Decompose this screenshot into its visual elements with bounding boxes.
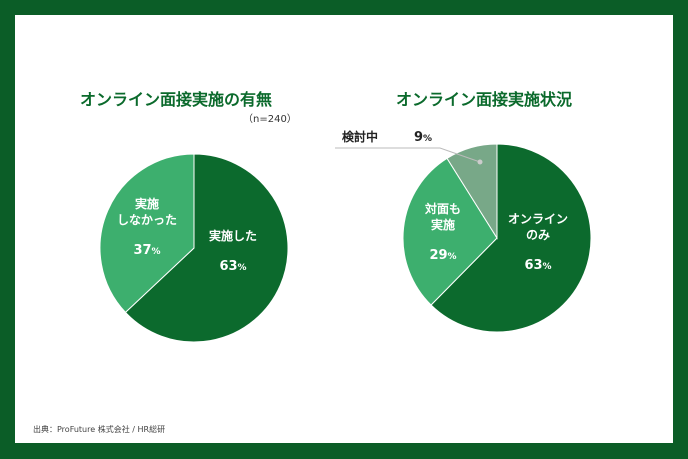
slice-label-group: 実施した 63%: [209, 228, 257, 274]
slice-label: のみ: [526, 228, 550, 242]
callout-dot: [477, 159, 483, 165]
callout-label: 検討中: [342, 129, 378, 144]
slice-value: 63%: [524, 258, 551, 273]
source-credit: 出典：ProFuture 株式会社 / HR総研: [33, 425, 166, 434]
slice-label: 実施: [431, 217, 455, 232]
slice-label: 実施した: [209, 228, 257, 243]
pie-slice: [402, 157, 498, 306]
chart-title-2: オンライン面接実施状況: [396, 90, 573, 109]
slice-value: 37%: [133, 243, 160, 258]
pie-slice: [99, 153, 195, 314]
callout-value: 9%: [414, 130, 432, 145]
callout-line: [335, 147, 481, 163]
slice-label: 対面も: [424, 201, 461, 216]
slice-label: しなかった: [117, 213, 177, 227]
slice-label: 実施: [135, 196, 159, 211]
pie-slice: [430, 143, 592, 333]
slice-value: 29%: [429, 248, 456, 263]
pie-slice: [446, 143, 498, 240]
sample-size-note: （n=240）: [243, 114, 297, 125]
slice-value: 63%: [219, 259, 246, 274]
pie-slice: [124, 153, 289, 343]
chart-title-1: オンライン面接実施の有無: [80, 90, 273, 109]
slice-label: オンライン: [508, 212, 568, 226]
